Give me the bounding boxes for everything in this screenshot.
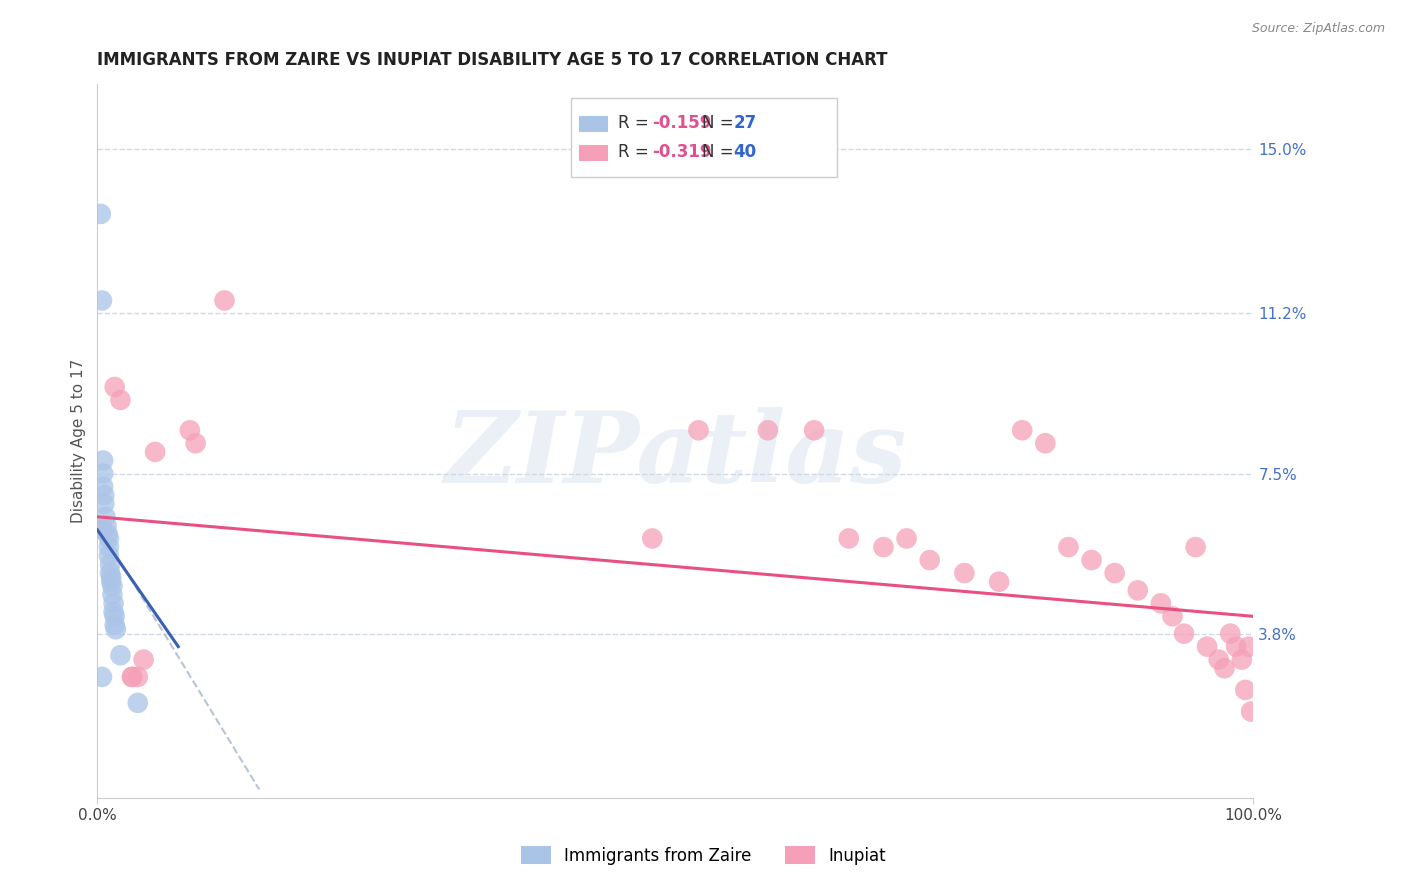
Point bbox=[1173, 626, 1195, 640]
Point bbox=[103, 596, 125, 610]
Point bbox=[1237, 640, 1260, 654]
Point bbox=[1240, 705, 1263, 719]
Point bbox=[1230, 652, 1253, 666]
Point bbox=[98, 558, 121, 572]
Point bbox=[1219, 626, 1241, 640]
Text: N =: N = bbox=[702, 114, 738, 132]
Point bbox=[1234, 682, 1257, 697]
Text: 40: 40 bbox=[733, 143, 756, 161]
Point bbox=[1197, 640, 1219, 654]
Point bbox=[132, 652, 155, 666]
Point bbox=[1011, 423, 1033, 437]
Point bbox=[896, 532, 918, 546]
Point bbox=[97, 540, 120, 554]
Text: Source: ZipAtlas.com: Source: ZipAtlas.com bbox=[1251, 22, 1385, 36]
Point bbox=[104, 609, 127, 624]
Point bbox=[93, 488, 115, 502]
FancyBboxPatch shape bbox=[579, 116, 609, 132]
Point bbox=[214, 293, 236, 308]
Text: IMMIGRANTS FROM ZAIRE VS INUPIAT DISABILITY AGE 5 TO 17 CORRELATION CHART: IMMIGRANTS FROM ZAIRE VS INUPIAT DISABIL… bbox=[97, 51, 887, 69]
Point bbox=[104, 380, 127, 394]
Point bbox=[988, 574, 1011, 589]
Point bbox=[1080, 553, 1102, 567]
Point bbox=[100, 574, 122, 589]
Point bbox=[1161, 609, 1184, 624]
Point bbox=[803, 423, 825, 437]
FancyBboxPatch shape bbox=[571, 98, 837, 177]
Point bbox=[104, 618, 127, 632]
Point bbox=[110, 648, 132, 663]
Point bbox=[100, 570, 122, 584]
Point bbox=[953, 566, 976, 580]
Point bbox=[101, 579, 124, 593]
Point bbox=[104, 623, 127, 637]
Point bbox=[90, 207, 112, 221]
Point bbox=[1150, 596, 1173, 610]
Point bbox=[1225, 640, 1247, 654]
Text: -0.159: -0.159 bbox=[652, 114, 711, 132]
Text: -0.319: -0.319 bbox=[652, 143, 711, 161]
Point bbox=[97, 527, 120, 541]
Point bbox=[97, 532, 120, 546]
Point bbox=[103, 605, 125, 619]
Point bbox=[838, 532, 860, 546]
Point bbox=[91, 670, 114, 684]
Y-axis label: Disability Age 5 to 17: Disability Age 5 to 17 bbox=[72, 359, 86, 524]
Legend: Immigrants from Zaire, Inupiat: Immigrants from Zaire, Inupiat bbox=[512, 838, 894, 873]
Point bbox=[91, 293, 114, 308]
Point bbox=[91, 479, 114, 493]
Point bbox=[918, 553, 941, 567]
Point bbox=[756, 423, 779, 437]
Text: N =: N = bbox=[702, 143, 738, 161]
Point bbox=[93, 497, 115, 511]
Point bbox=[127, 696, 149, 710]
Point bbox=[91, 467, 114, 481]
FancyBboxPatch shape bbox=[579, 145, 609, 161]
Point bbox=[1033, 436, 1056, 450]
Point bbox=[121, 670, 143, 684]
Point bbox=[1208, 652, 1230, 666]
Point bbox=[184, 436, 207, 450]
Point bbox=[96, 518, 118, 533]
Point bbox=[1126, 583, 1149, 598]
Text: R =: R = bbox=[617, 114, 654, 132]
Point bbox=[97, 549, 120, 563]
Text: ZIPatlas: ZIPatlas bbox=[444, 407, 907, 504]
Point bbox=[91, 453, 114, 467]
Point bbox=[94, 509, 117, 524]
Point bbox=[179, 423, 201, 437]
Point bbox=[872, 540, 894, 554]
Point bbox=[688, 423, 710, 437]
Point bbox=[91, 523, 114, 537]
Point bbox=[1184, 540, 1206, 554]
Text: 27: 27 bbox=[733, 114, 756, 132]
Point bbox=[641, 532, 664, 546]
Text: R =: R = bbox=[617, 143, 654, 161]
Point bbox=[143, 445, 166, 459]
Point bbox=[98, 566, 121, 580]
Point bbox=[121, 670, 143, 684]
Point bbox=[110, 392, 132, 407]
Point bbox=[127, 670, 149, 684]
Point bbox=[1104, 566, 1126, 580]
Point bbox=[101, 588, 124, 602]
Point bbox=[1057, 540, 1080, 554]
Point bbox=[1213, 661, 1236, 675]
